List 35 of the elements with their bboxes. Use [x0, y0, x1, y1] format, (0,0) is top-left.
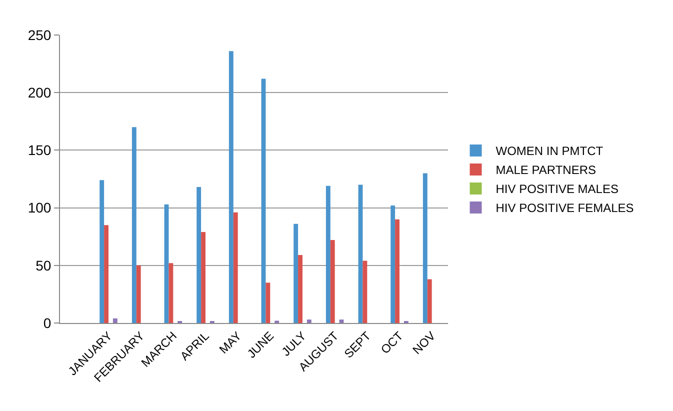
- bar: [326, 186, 330, 323]
- y-tick-label: 200: [28, 84, 52, 100]
- bar: [104, 225, 108, 323]
- bar: [112, 318, 118, 323]
- bar: [196, 187, 202, 323]
- legend-label: WOMEN IN PMTCT: [496, 144, 604, 158]
- bar: [228, 51, 234, 323]
- bar: [261, 78, 266, 323]
- legend-label: MALE PARTNERS: [496, 163, 596, 178]
- legend-label: HIV POSITIVE MALES: [496, 182, 618, 196]
- bar: [298, 255, 302, 323]
- bar: [362, 260, 368, 323]
- bar: [201, 232, 206, 323]
- bar: [266, 282, 270, 323]
- bar: [427, 279, 432, 323]
- bar: [136, 265, 141, 323]
- bar: [390, 206, 396, 323]
- bar: [168, 263, 174, 323]
- bar: [339, 320, 344, 323]
- y-tick-label: 50: [36, 257, 52, 274]
- y-tick-label: 250: [28, 26, 52, 43]
- bar: [422, 173, 428, 323]
- bar: [132, 127, 136, 323]
- bar: [164, 204, 169, 323]
- bar: [233, 212, 238, 323]
- bar: [294, 224, 298, 323]
- bar: [100, 180, 104, 323]
- y-tick-label: 0: [43, 314, 52, 331]
- y-tick-label: 150: [28, 142, 52, 158]
- legend-label: HIV POSITIVE FEMALES: [496, 201, 634, 216]
- bar: [395, 219, 400, 323]
- bar: [306, 320, 312, 323]
- bar: [358, 184, 363, 323]
- bar: [330, 240, 335, 323]
- y-tick-label: 100: [28, 200, 52, 216]
